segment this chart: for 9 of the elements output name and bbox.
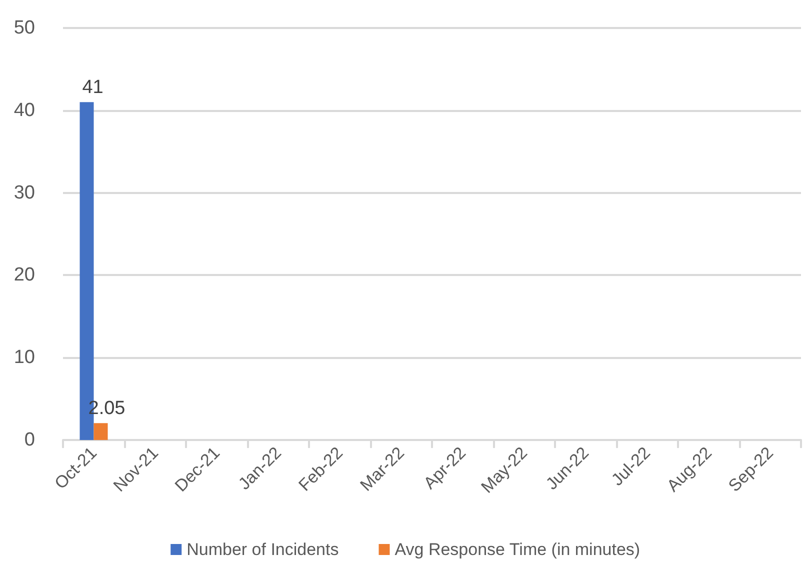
y-tick-label: 10 xyxy=(14,347,35,368)
y-tick-label: 0 xyxy=(24,430,35,450)
y-tick-label: 30 xyxy=(14,182,35,204)
legend-label: Number of Incidents xyxy=(186,540,339,559)
legend-label: Avg Response Time (in minutes) xyxy=(394,540,640,559)
y-tick-label: 50 xyxy=(14,18,35,38)
y-tick-label: 40 xyxy=(14,100,35,121)
data-label: 41 xyxy=(82,77,104,98)
y-tick-label: 20 xyxy=(14,264,35,286)
